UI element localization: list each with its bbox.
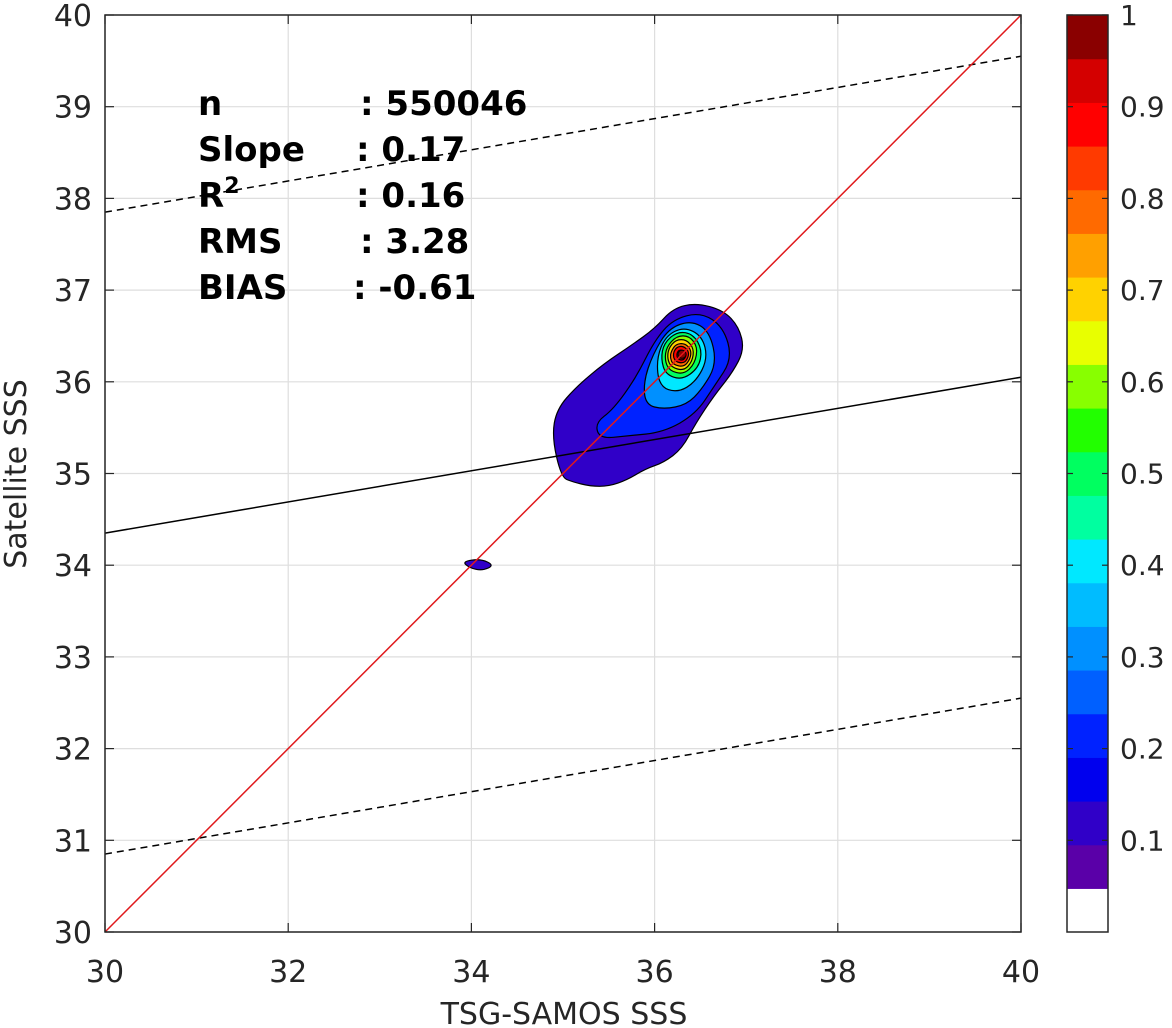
y-axis-label: Satellite SSS (0, 379, 34, 569)
density-contour (464, 559, 492, 571)
one-to-one-line (104, 14, 1022, 933)
stat-value: : 0.16 (356, 176, 465, 216)
x-tick-label: 36 (636, 955, 674, 990)
colorbar-segment (1067, 408, 1108, 453)
y-tick-label: 32 (54, 733, 92, 768)
y-tick-label: 33 (54, 641, 92, 676)
colorbar: 0.1 0.2 0.3 0.4 0.5 0.6 0.7 0.8 0.9 1 (1066, 0, 1165, 933)
regression-line (104, 376, 1022, 534)
colorbar-segment (1067, 320, 1108, 365)
colorbar-segment (1067, 844, 1108, 889)
x-tick-label: 40 (1002, 955, 1040, 990)
colorbar-segment (1067, 582, 1108, 627)
y-tick-label: 30 (54, 916, 92, 951)
y-tick-label: 39 (54, 91, 92, 126)
colorbar-segment (1067, 713, 1108, 758)
colorbar-segment (1067, 277, 1108, 322)
colorbar-segment (1067, 189, 1108, 234)
colorbar-segment (1067, 146, 1108, 191)
colorbar-tick-label: 0.2 (1120, 733, 1165, 766)
stat-value: : 3.28 (360, 222, 469, 262)
y-tick-label: 35 (54, 458, 92, 493)
lower-bound-dashed-line (104, 697, 1022, 855)
colorbar-segment (1067, 364, 1108, 409)
y-tick-label: 36 (54, 366, 92, 401)
colorbar-tick-label: 0.1 (1120, 824, 1165, 857)
tick-labels: 30 32 34 36 38 40 30 31 32 33 34 35 36 37 38 39 40 (54, 0, 1040, 990)
colorbar-segment (1067, 233, 1108, 278)
colorbar-tick-label: 0.4 (1120, 549, 1165, 582)
x-tick-label: 38 (819, 955, 857, 990)
colorbar-segment (1067, 15, 1108, 60)
colorbar-segment (1067, 539, 1108, 584)
colorbar-tick-label: 1 (1120, 0, 1138, 32)
colorbar-segment (1067, 888, 1108, 933)
stat-name: BIAS (198, 268, 287, 308)
y-tick-label: 40 (54, 0, 92, 34)
colorbar-segment (1067, 58, 1108, 103)
x-tick-label: 32 (269, 955, 307, 990)
x-tick-label: 30 (86, 955, 124, 990)
stat-name: Slope (198, 130, 305, 170)
y-tick-label: 31 (54, 824, 92, 859)
y-tick-label: 34 (54, 549, 92, 584)
upper-bound-dashed-line (104, 55, 1022, 213)
x-axis-label: TSG-SAMOS SSS (440, 997, 688, 1028)
colorbar-tick-label: 0.3 (1120, 641, 1165, 674)
stat-value: : 550046 (360, 84, 527, 124)
colorbar-segment (1067, 495, 1108, 540)
y-tick-label: 38 (54, 182, 92, 217)
y-tick-label: 37 (54, 274, 92, 309)
colorbar-segment (1067, 801, 1108, 846)
colorbar-segment (1067, 102, 1108, 147)
stat-name: RMS (198, 222, 283, 262)
colorbar-tick-label: 0.6 (1120, 366, 1165, 399)
x-tick-label: 34 (452, 955, 490, 990)
colorbar-segment (1067, 451, 1108, 496)
colorbar-tick-label: 0.9 (1120, 91, 1165, 124)
colorbar-segment (1067, 670, 1108, 715)
colorbar-tick-label: 0.8 (1120, 182, 1165, 215)
colorbar-segment (1067, 626, 1108, 671)
stat-name: n (198, 84, 222, 124)
colorbar-segment (1067, 757, 1108, 802)
stat-value: : 0.17 (356, 130, 465, 170)
colorbar-tick-label: 0.5 (1120, 458, 1165, 491)
colorbar-tick-label: 0.7 (1120, 274, 1165, 307)
axes (104, 14, 1022, 933)
stat-value: : -0.61 (353, 268, 476, 308)
fit-lines (104, 14, 1022, 933)
